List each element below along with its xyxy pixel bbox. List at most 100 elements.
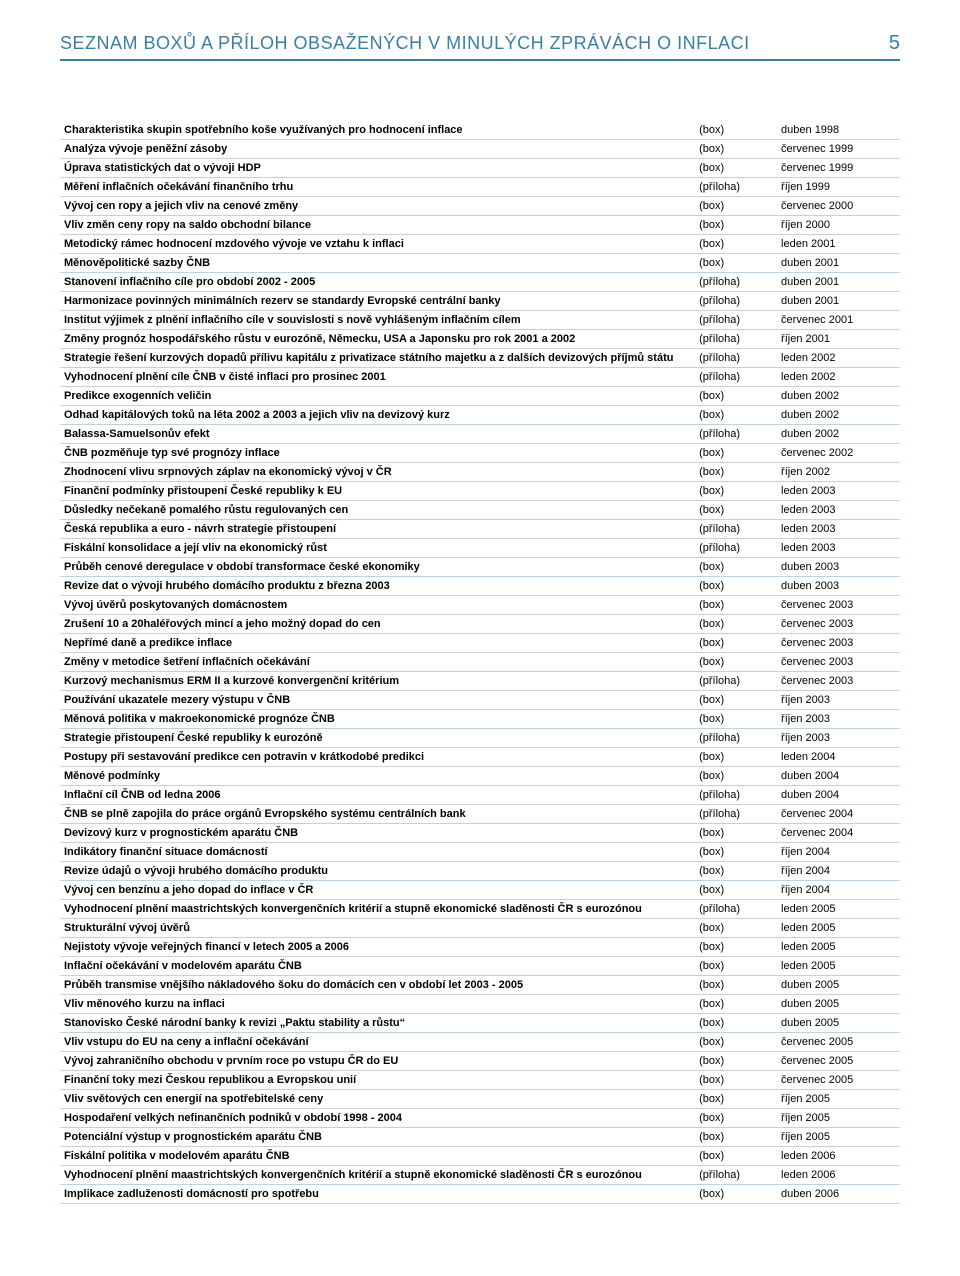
table-row: Harmonizace povinných minimálních rezerv… — [60, 292, 900, 311]
row-date: leden 2006 — [777, 1166, 900, 1185]
row-title: Revize údajů o vývoji hrubého domácího p… — [60, 862, 695, 881]
table-row: Průběh cenové deregulace v období transf… — [60, 558, 900, 577]
row-type: (box) — [695, 653, 777, 672]
row-date: duben 2006 — [777, 1185, 900, 1204]
row-type: (příloha) — [695, 425, 777, 444]
table-row: ČNB pozměňuje typ své prognózy inflace(b… — [60, 444, 900, 463]
row-type: (box) — [695, 1185, 777, 1204]
row-type: (box) — [695, 919, 777, 938]
row-title: Průběh transmise vnějšího nákladového šo… — [60, 976, 695, 995]
row-title: Inflační cíl ČNB od ledna 2006 — [60, 786, 695, 805]
table-row: Hospodaření velkých nefinančních podniků… — [60, 1109, 900, 1128]
row-date: duben 2005 — [777, 976, 900, 995]
table-row: Metodický rámec hodnocení mzdového vývoj… — [60, 235, 900, 254]
row-title: Harmonizace povinných minimálních rezerv… — [60, 292, 695, 311]
row-type: (box) — [695, 824, 777, 843]
row-title: Průběh cenové deregulace v období transf… — [60, 558, 695, 577]
row-type: (příloha) — [695, 349, 777, 368]
row-date: duben 2001 — [777, 273, 900, 292]
table-row: Vliv změn ceny ropy na saldo obchodní bi… — [60, 216, 900, 235]
row-date: červenec 2005 — [777, 1071, 900, 1090]
row-type: (box) — [695, 634, 777, 653]
table-row: Měnověpolitické sazby ČNB(box)duben 2001 — [60, 254, 900, 273]
row-date: leden 2006 — [777, 1147, 900, 1166]
row-title: Změny prognóz hospodářského růstu v euro… — [60, 330, 695, 349]
row-title: Strukturální vývoj úvěrů — [60, 919, 695, 938]
row-type: (příloha) — [695, 368, 777, 387]
table-row: Vyhodnocení plnění maastrichtských konve… — [60, 900, 900, 919]
row-type: (box) — [695, 881, 777, 900]
row-date: duben 2005 — [777, 1014, 900, 1033]
table-row: Změny prognóz hospodářského růstu v euro… — [60, 330, 900, 349]
row-date: červenec 2001 — [777, 311, 900, 330]
row-type: (box) — [695, 254, 777, 273]
row-date: leden 2001 — [777, 235, 900, 254]
table-row: Indikátory finanční situace domácností(b… — [60, 843, 900, 862]
row-date: leden 2005 — [777, 938, 900, 957]
row-date: leden 2005 — [777, 900, 900, 919]
row-type: (box) — [695, 406, 777, 425]
table-row: Finanční podmínky přistoupení České repu… — [60, 482, 900, 501]
row-date: červenec 2003 — [777, 596, 900, 615]
table-row: Vyhodnocení plnění maastrichtských konve… — [60, 1166, 900, 1185]
table-row: Nepřímé daně a predikce inflace(box)červ… — [60, 634, 900, 653]
row-date: červenec 1999 — [777, 159, 900, 178]
row-type: (box) — [695, 596, 777, 615]
table-row: Inflační očekávání v modelovém aparátu Č… — [60, 957, 900, 976]
table-row: Vývoj cen benzínu a jeho dopad do inflac… — [60, 881, 900, 900]
page-container: SEZNAM BOXŮ A PŘÍLOH OBSAŽENÝCH V MINULÝ… — [0, 0, 960, 1244]
row-type: (box) — [695, 1071, 777, 1090]
row-date: duben 2004 — [777, 786, 900, 805]
row-title: Strategie řešení kurzových dopadů příliv… — [60, 349, 695, 368]
row-type: (box) — [695, 843, 777, 862]
table-row: Implikace zadluženosti domácností pro sp… — [60, 1185, 900, 1204]
row-type: (box) — [695, 1090, 777, 1109]
row-title: Fiskální politika v modelovém aparátu ČN… — [60, 1147, 695, 1166]
row-date: duben 2005 — [777, 995, 900, 1014]
row-date: leden 2004 — [777, 748, 900, 767]
table-row: Měření inflačních očekávání finančního t… — [60, 178, 900, 197]
table-row: Průběh transmise vnějšího nákladového šo… — [60, 976, 900, 995]
row-type: (box) — [695, 938, 777, 957]
table-row: Inflační cíl ČNB od ledna 2006(příloha)d… — [60, 786, 900, 805]
row-type: (box) — [695, 995, 777, 1014]
row-type: (box) — [695, 710, 777, 729]
table-row: Vývoj zahraničního obchodu v prvním roce… — [60, 1052, 900, 1071]
table-row: Česká republika a euro - návrh strategie… — [60, 520, 900, 539]
row-date: červenec 2003 — [777, 634, 900, 653]
row-date: červenec 2005 — [777, 1033, 900, 1052]
row-type: (box) — [695, 1109, 777, 1128]
row-date: říjen 2004 — [777, 881, 900, 900]
table-row: Stanovisko České národní banky k revizi … — [60, 1014, 900, 1033]
row-type: (box) — [695, 957, 777, 976]
table-row: Fiskální konsolidace a její vliv na ekon… — [60, 539, 900, 558]
row-date: říjen 2005 — [777, 1109, 900, 1128]
table-row: Strategie řešení kurzových dopadů příliv… — [60, 349, 900, 368]
row-type: (příloha) — [695, 311, 777, 330]
row-title: Devizový kurz v prognostickém aparátu ČN… — [60, 824, 695, 843]
row-title: Změny v metodice šetření inflačních oček… — [60, 653, 695, 672]
row-title: Metodický rámec hodnocení mzdového vývoj… — [60, 235, 695, 254]
row-type: (box) — [695, 444, 777, 463]
row-date: červenec 2004 — [777, 824, 900, 843]
row-date: říjen 2005 — [777, 1090, 900, 1109]
row-title: Odhad kapitálových toků na léta 2002 a 2… — [60, 406, 695, 425]
row-type: (příloha) — [695, 672, 777, 691]
table-row: Změny v metodice šetření inflačních oček… — [60, 653, 900, 672]
table-row: Zrušení 10 a 20haléřových mincí a jeho m… — [60, 615, 900, 634]
row-date: říjen 2000 — [777, 216, 900, 235]
table-row: Vliv vstupu do EU na ceny a inflační oče… — [60, 1033, 900, 1052]
row-type: (příloha) — [695, 292, 777, 311]
row-date: duben 2001 — [777, 254, 900, 273]
table-row: Institut výjimek z plnění inflačního cíl… — [60, 311, 900, 330]
row-date: červenec 2004 — [777, 805, 900, 824]
row-date: říjen 1999 — [777, 178, 900, 197]
row-title: Zrušení 10 a 20haléřových mincí a jeho m… — [60, 615, 695, 634]
table-row: Analýza vývoje peněžní zásoby(box)červen… — [60, 140, 900, 159]
row-title: Revize dat o vývoji hrubého domácího pro… — [60, 577, 695, 596]
row-date: červenec 2003 — [777, 672, 900, 691]
row-title: Měnová politika v makroekonomické prognó… — [60, 710, 695, 729]
row-title: Implikace zadluženosti domácností pro sp… — [60, 1185, 695, 1204]
table-row: Strukturální vývoj úvěrů(box)leden 2005 — [60, 919, 900, 938]
table-row: Potenciální výstup v prognostickém apará… — [60, 1128, 900, 1147]
